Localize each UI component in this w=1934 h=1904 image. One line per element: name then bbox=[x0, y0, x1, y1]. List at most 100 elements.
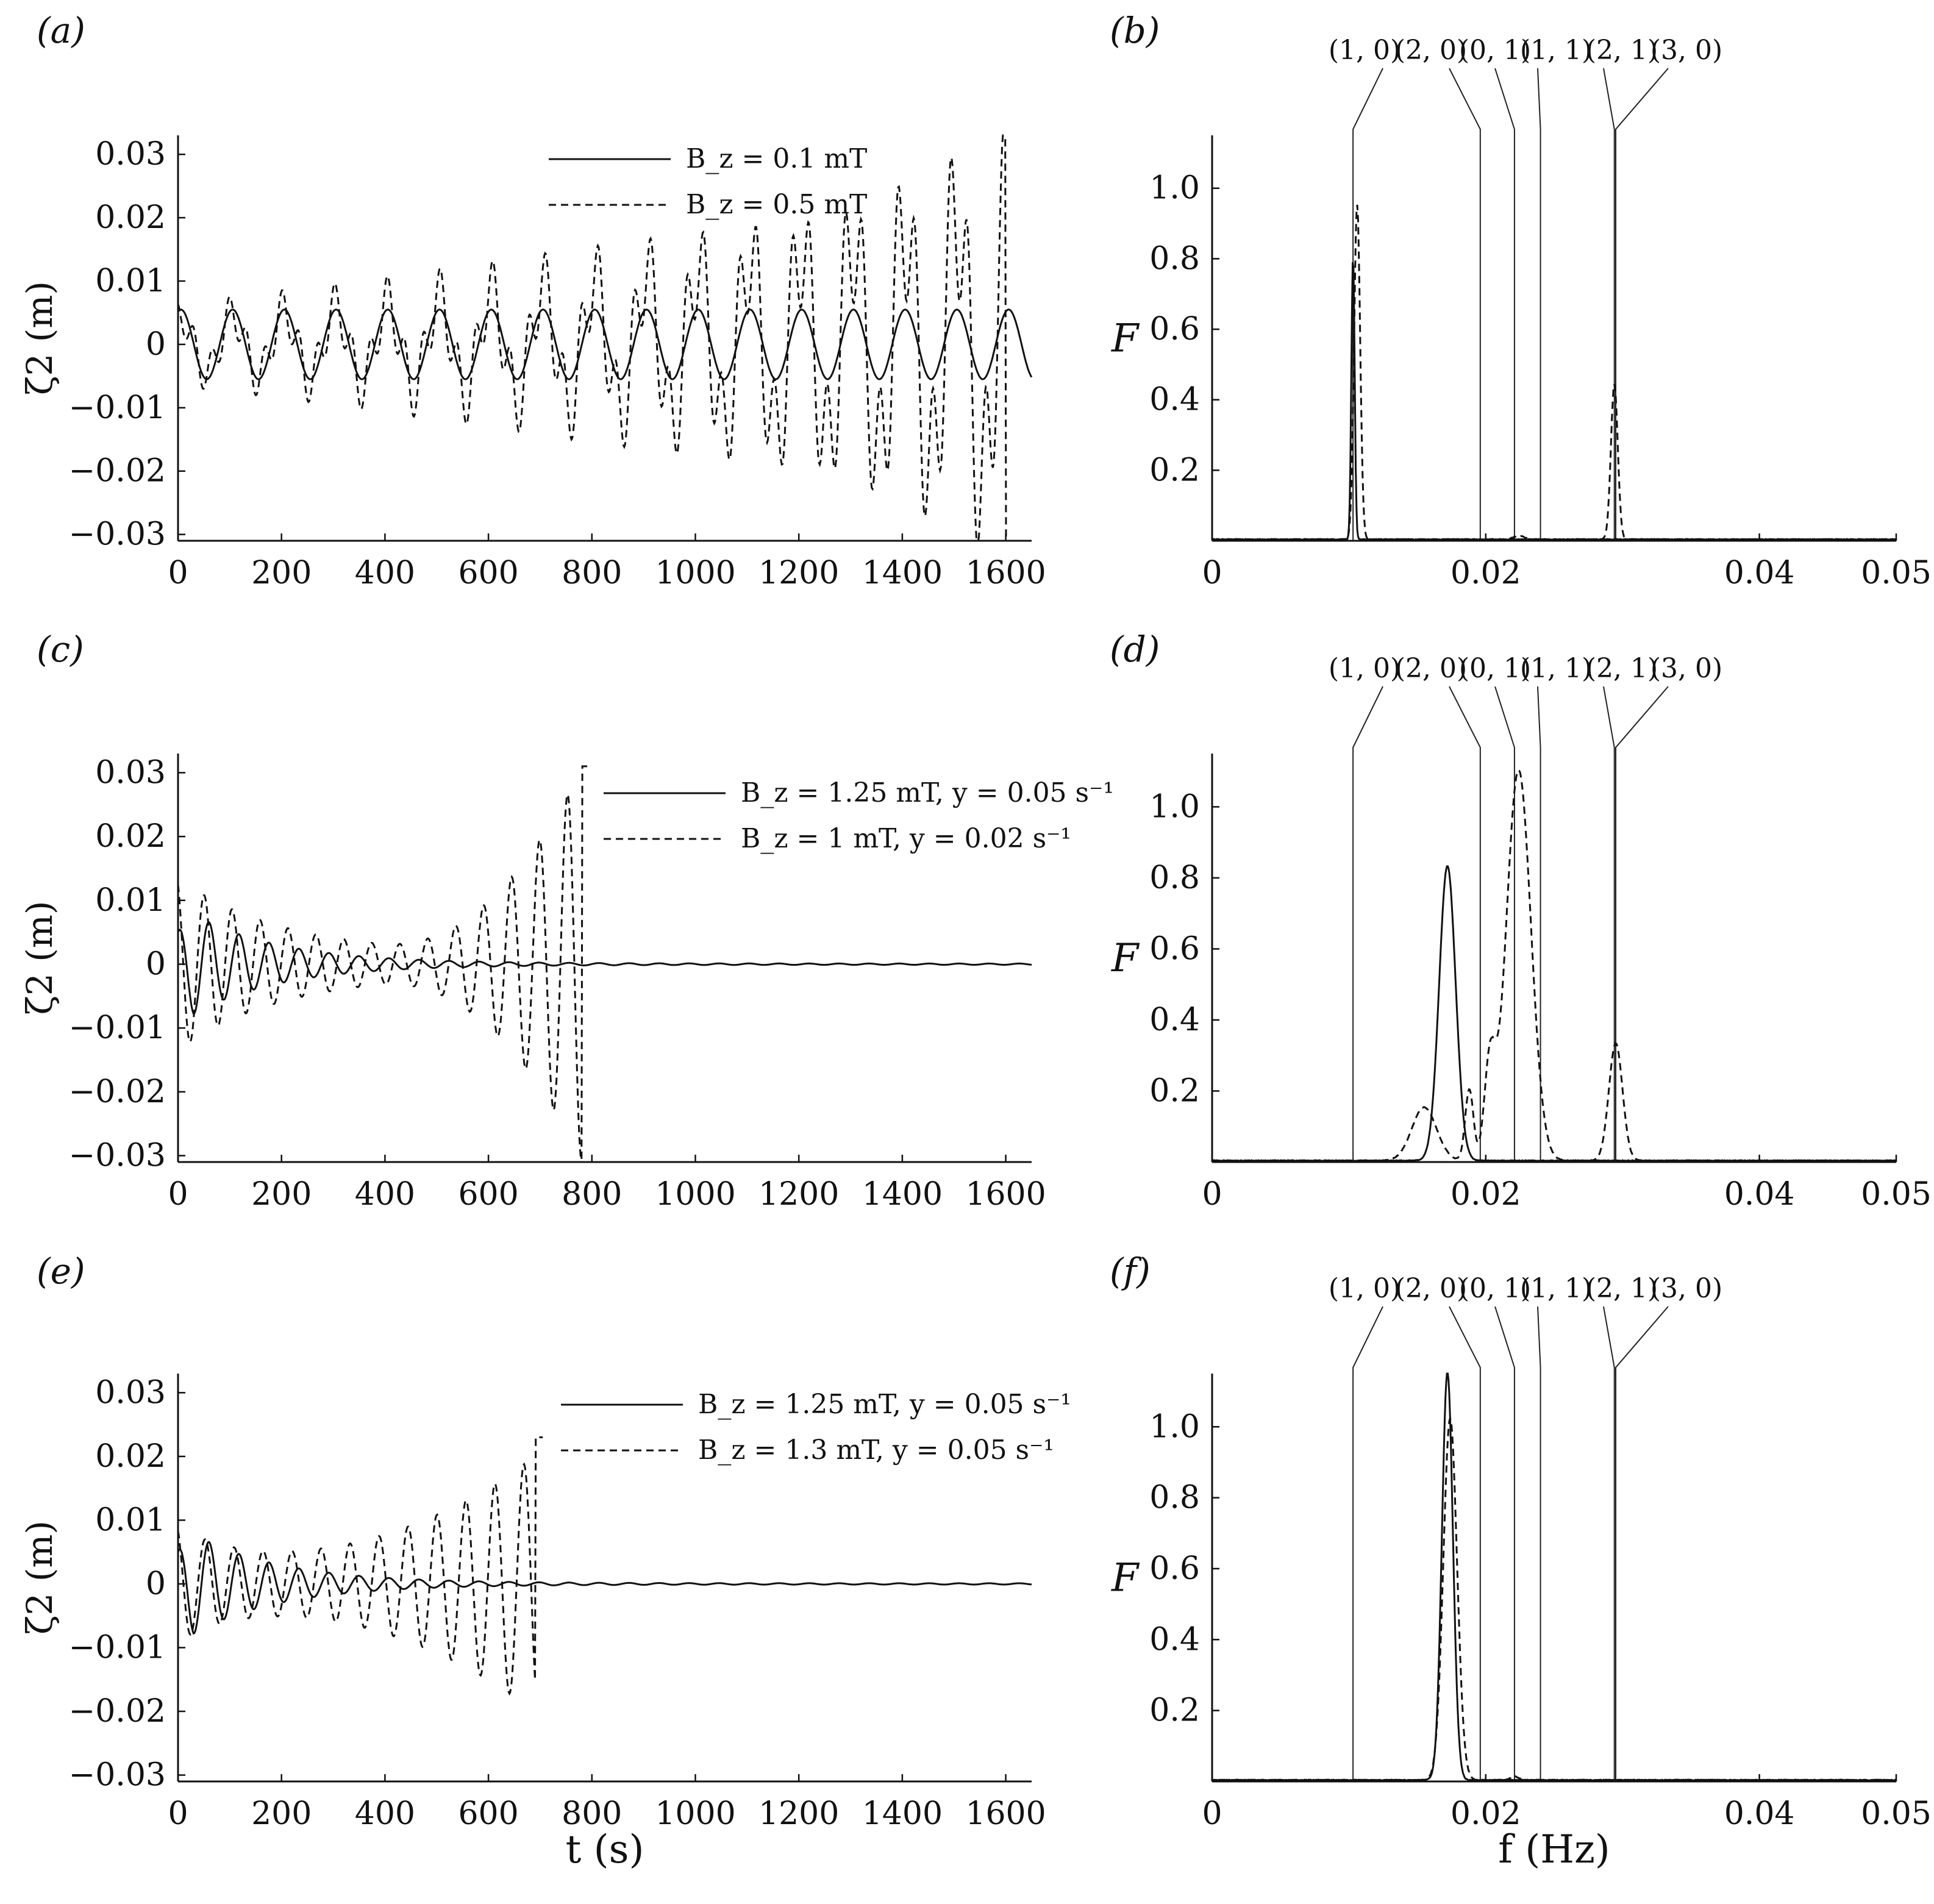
y-tick-label: 0.03 bbox=[95, 1374, 166, 1411]
x-axis-label: t (s) bbox=[566, 1827, 644, 1872]
x-tick-label: 600 bbox=[458, 555, 518, 591]
y-tick-label: 0 bbox=[146, 946, 166, 982]
mode-line bbox=[1494, 68, 1515, 541]
y-tick-label: −0.01 bbox=[69, 1010, 166, 1046]
mode-label: (1, 0) bbox=[1329, 1273, 1401, 1304]
y-tick-label: 0 bbox=[146, 326, 166, 363]
mode-label: (0, 1) bbox=[1459, 1273, 1531, 1304]
y-tick-label: −0.03 bbox=[69, 1757, 166, 1794]
mode-line bbox=[1615, 68, 1669, 541]
y-tick-label: 0 bbox=[146, 1566, 166, 1602]
y-tick-label: 0.6 bbox=[1149, 930, 1200, 967]
y-axis-label: ζ2 (m) bbox=[19, 900, 60, 1014]
panel-f bbox=[1211, 1306, 1897, 1783]
panel-label: (b) bbox=[1110, 10, 1160, 51]
x-tick-label: 1200 bbox=[758, 1795, 839, 1832]
mode-line bbox=[1449, 1306, 1481, 1781]
x-tick-label: 1600 bbox=[965, 1176, 1046, 1213]
series-line-solid bbox=[177, 921, 1032, 1015]
mode-label: (3, 0) bbox=[1650, 35, 1722, 66]
x-tick-label: 1400 bbox=[862, 555, 943, 591]
y-tick-label: 0.4 bbox=[1149, 382, 1200, 418]
x-tick-label: 1200 bbox=[758, 1176, 839, 1213]
mode-label: (2, 1) bbox=[1586, 653, 1658, 684]
y-tick-label: 0.4 bbox=[1149, 1621, 1200, 1658]
y-tick-label: 0.2 bbox=[1149, 452, 1200, 488]
x-tick-label: 1400 bbox=[862, 1795, 943, 1832]
y-axis-label: ζ2 (m) bbox=[19, 1521, 60, 1635]
x-tick-label: 1600 bbox=[965, 555, 1046, 591]
y-tick-label: 0.03 bbox=[95, 136, 166, 173]
x-tick-label: 0 bbox=[168, 1176, 188, 1213]
x-tick-label: 200 bbox=[251, 1795, 312, 1832]
x-tick-label: 0.05 bbox=[1861, 1176, 1932, 1213]
x-tick-label: 1000 bbox=[655, 555, 735, 591]
y-tick-label: 0.6 bbox=[1149, 1550, 1200, 1587]
series-line-dashed bbox=[177, 134, 1027, 542]
y-tick-label: 1.0 bbox=[1149, 1408, 1200, 1445]
mode-label: (2, 0) bbox=[1395, 35, 1467, 66]
series-line-solid bbox=[177, 308, 1033, 380]
y-tick-label: 1.0 bbox=[1149, 788, 1200, 825]
y-tick-label: −0.01 bbox=[69, 1629, 166, 1666]
legend-entry: B_z = 1.25 mT, y = 0.05 s⁻¹ bbox=[741, 777, 1114, 808]
mode-label: (3, 0) bbox=[1650, 653, 1722, 684]
x-tick-label: 800 bbox=[562, 1795, 622, 1832]
x-tick-label: 0 bbox=[168, 1795, 188, 1832]
legend-entry: B_z = 1.25 mT, y = 0.05 s⁻¹ bbox=[698, 1389, 1071, 1420]
y-tick-label: −0.02 bbox=[69, 1693, 166, 1730]
legend-entry: B_z = 1 mT, y = 0.02 s⁻¹ bbox=[741, 823, 1071, 854]
panel-label: (c) bbox=[37, 629, 84, 670]
y-axis-label: F bbox=[1111, 1556, 1140, 1601]
y-tick-label: 0.8 bbox=[1149, 1480, 1200, 1516]
y-tick-label: 0.03 bbox=[95, 754, 166, 791]
mode-label: (0, 1) bbox=[1459, 653, 1531, 684]
x-tick-label: 0 bbox=[1202, 1795, 1222, 1832]
x-tick-label: 1000 bbox=[655, 1795, 735, 1832]
x-tick-label: 200 bbox=[251, 1176, 312, 1213]
mode-line bbox=[1352, 68, 1383, 541]
x-tick-label: 1000 bbox=[655, 1176, 735, 1213]
mode-label: (1, 1) bbox=[1520, 35, 1592, 66]
y-tick-label: 0.02 bbox=[95, 818, 166, 855]
x-tick-label: 0.04 bbox=[1724, 555, 1795, 591]
x-tick-label: 0 bbox=[1202, 555, 1222, 591]
mode-line bbox=[1449, 68, 1481, 541]
mode-line bbox=[1603, 686, 1615, 1162]
y-tick-label: 1.0 bbox=[1149, 170, 1200, 207]
y-tick-label: −0.03 bbox=[69, 1138, 166, 1174]
y-tick-label: 0.02 bbox=[95, 1438, 166, 1475]
y-axis-label: ζ2 (m) bbox=[19, 281, 60, 395]
y-tick-label: 0.01 bbox=[95, 1502, 166, 1538]
mode-label: (2, 0) bbox=[1395, 1273, 1467, 1304]
mode-label: (2, 0) bbox=[1395, 653, 1467, 684]
mode-line bbox=[1537, 1306, 1541, 1781]
y-tick-label: −0.03 bbox=[69, 516, 166, 553]
x-axis-label: f (Hz) bbox=[1498, 1827, 1610, 1872]
y-tick-label: 0.2 bbox=[1149, 1692, 1200, 1729]
series-line-solid bbox=[1211, 865, 1897, 1163]
x-tick-label: 600 bbox=[458, 1795, 518, 1832]
x-tick-label: 600 bbox=[458, 1176, 518, 1213]
x-tick-label: 200 bbox=[251, 555, 312, 591]
series-line-dashed bbox=[1211, 769, 1897, 1163]
y-tick-label: 0.8 bbox=[1149, 240, 1200, 277]
series-line-solid bbox=[1211, 1372, 1897, 1782]
series-line-solid bbox=[1211, 262, 1897, 541]
series-line-dashed bbox=[1211, 204, 1897, 541]
panel-d bbox=[1211, 686, 1897, 1163]
y-tick-label: −0.01 bbox=[69, 390, 166, 426]
mode-line bbox=[1603, 68, 1615, 541]
x-tick-label: 0.05 bbox=[1861, 555, 1932, 591]
series-line-solid bbox=[177, 1541, 1032, 1635]
mode-label: (1, 0) bbox=[1329, 35, 1401, 66]
x-tick-label: 0.02 bbox=[1450, 555, 1521, 591]
mode-line bbox=[1494, 686, 1515, 1162]
mode-line bbox=[1352, 1306, 1383, 1781]
x-tick-label: 400 bbox=[355, 1795, 415, 1832]
mode-label: (2, 1) bbox=[1586, 35, 1658, 66]
x-tick-label: 800 bbox=[562, 1176, 622, 1213]
legend-entry: B_z = 1.3 mT, y = 0.05 s⁻¹ bbox=[698, 1435, 1054, 1466]
legend-entry: B_z = 0.5 mT bbox=[686, 189, 867, 220]
